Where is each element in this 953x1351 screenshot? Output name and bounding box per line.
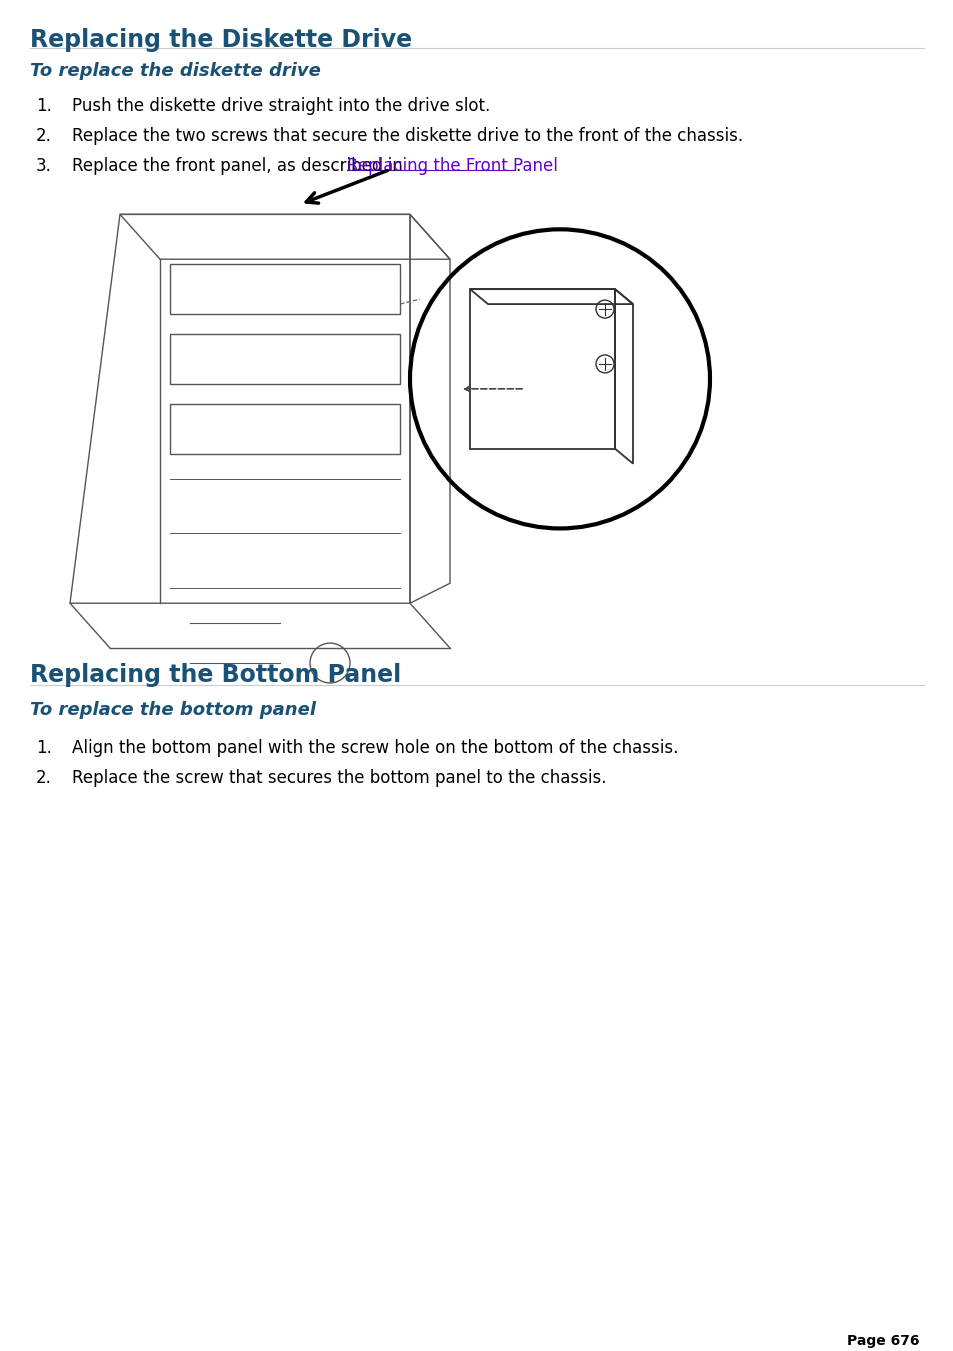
Text: Replacing the Front Panel: Replacing the Front Panel xyxy=(346,157,557,174)
Text: Push the diskette drive straight into the drive slot.: Push the diskette drive straight into th… xyxy=(71,97,490,115)
Text: Replace the screw that secures the bottom panel to the chassis.: Replace the screw that secures the botto… xyxy=(71,769,606,786)
Text: Replacing the Diskette Drive: Replacing the Diskette Drive xyxy=(30,28,412,51)
Text: To replace the diskette drive: To replace the diskette drive xyxy=(30,62,320,80)
Text: 2.: 2. xyxy=(36,769,52,786)
Text: 2.: 2. xyxy=(36,127,52,145)
Text: .: . xyxy=(515,157,520,174)
Text: To replace the bottom panel: To replace the bottom panel xyxy=(30,701,315,719)
Text: 1.: 1. xyxy=(36,739,52,757)
Text: 3.: 3. xyxy=(36,157,52,174)
Text: Replace the two screws that secure the diskette drive to the front of the chassi: Replace the two screws that secure the d… xyxy=(71,127,742,145)
Text: Align the bottom panel with the screw hole on the bottom of the chassis.: Align the bottom panel with the screw ho… xyxy=(71,739,678,757)
Text: Replace the front panel, as described in: Replace the front panel, as described in xyxy=(71,157,408,174)
Text: 1.: 1. xyxy=(36,97,52,115)
Text: Replacing the Bottom Panel: Replacing the Bottom Panel xyxy=(30,663,401,688)
Text: Page 676: Page 676 xyxy=(846,1333,919,1348)
